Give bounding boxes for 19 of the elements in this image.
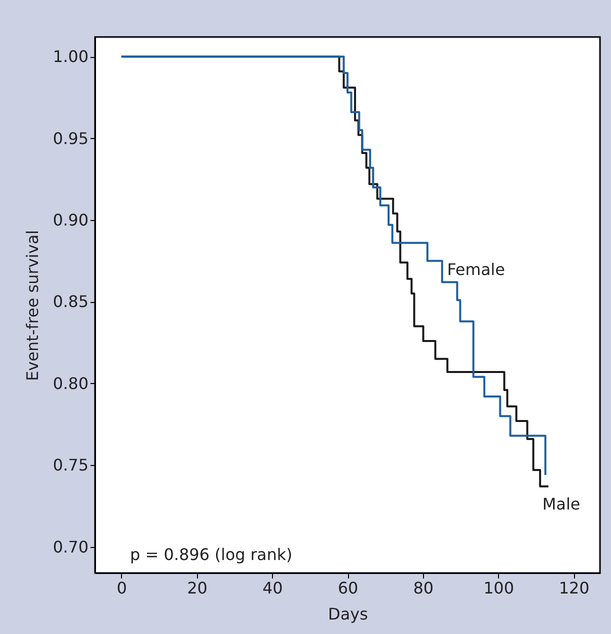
series-label: Male <box>542 494 580 514</box>
x-tick-label: 80 <box>413 578 434 598</box>
series-label: Female <box>447 260 505 280</box>
y-tick-label: 1.00 <box>52 47 88 66</box>
y-tick-label: 0.70 <box>52 537 88 556</box>
y-tick-label: 0.85 <box>52 292 88 312</box>
x-tick-label: 60 <box>338 578 358 598</box>
x-tick-label: 120 <box>558 578 590 598</box>
y-axis-title: Event-free survival <box>22 230 42 381</box>
x-tick-label: 20 <box>187 578 208 598</box>
y-tick-label: 0.95 <box>52 128 88 148</box>
y-tick-label: 0.90 <box>52 210 88 230</box>
y-tick-label: 0.75 <box>52 456 88 475</box>
y-tick-label: 0.80 <box>52 374 88 393</box>
x-tick-label: 0 <box>116 578 127 598</box>
annotation: p = 0.896 (log rank) <box>130 545 292 564</box>
x-tick-label: 100 <box>483 578 514 598</box>
x-axis-title: Days <box>328 604 368 624</box>
x-tick-label: 40 <box>262 578 283 598</box>
